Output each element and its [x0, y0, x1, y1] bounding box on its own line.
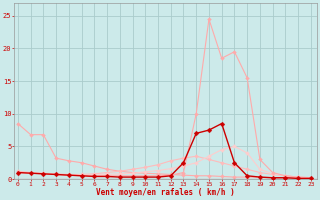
X-axis label: Vent moyen/en rafales ( km/h ): Vent moyen/en rafales ( km/h )	[96, 188, 235, 197]
